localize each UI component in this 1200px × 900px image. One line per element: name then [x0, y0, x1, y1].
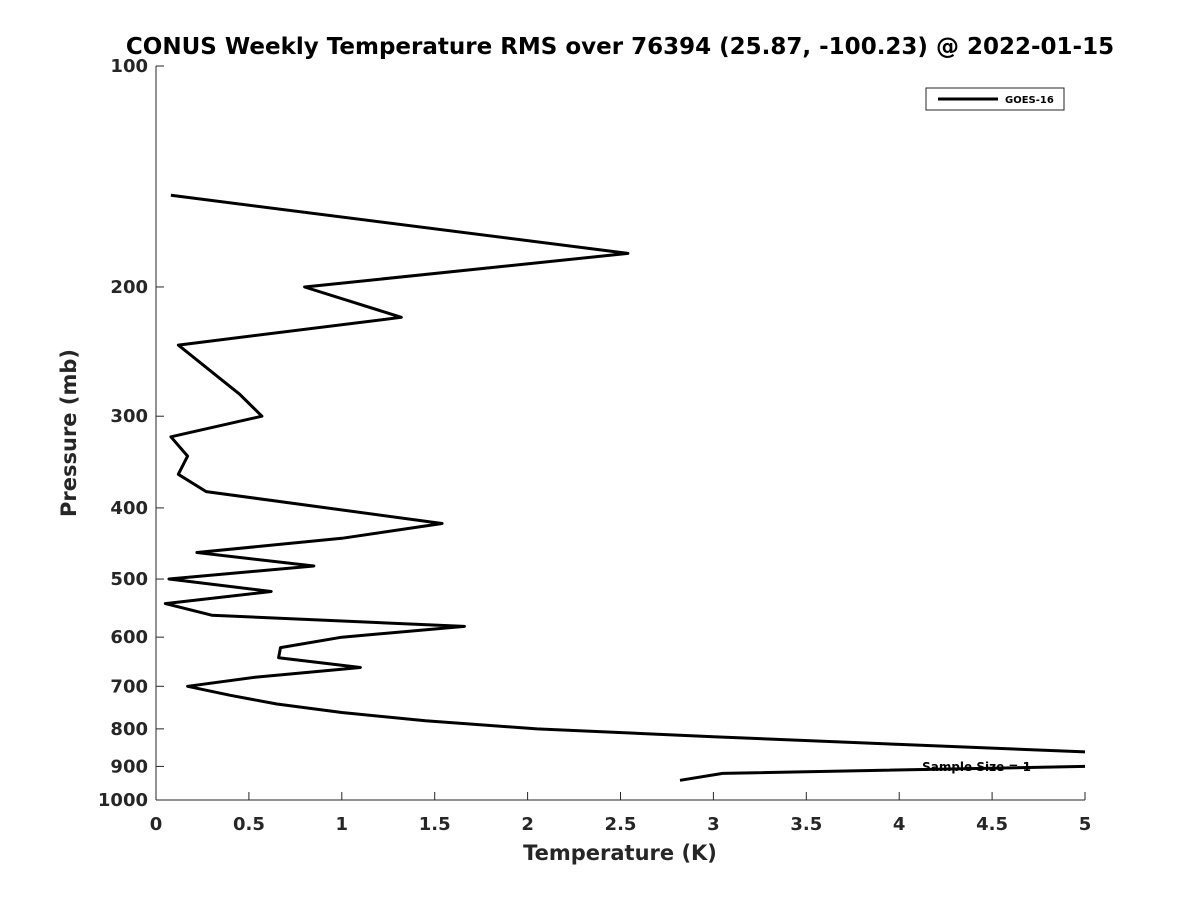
y-tick-label: 400	[110, 498, 148, 519]
x-tick-label: 2	[521, 814, 534, 835]
y-tick-label: 200	[110, 277, 148, 298]
y-tick-label: 1000	[98, 790, 148, 811]
x-tick-label: 1.5	[419, 814, 451, 835]
y-tick-label: 100	[110, 56, 148, 77]
plot-area: 0 0.5 1 1.5 2 2.5 3 3.5 4 4.5 5 100 200 300 400 500 600 7…	[98, 56, 1091, 835]
chart-title: CONUS Weekly Temperature RMS over 76394 …	[126, 34, 1114, 60]
x-tick-label: 5	[1079, 814, 1092, 835]
x-tick-label: 4.5	[976, 814, 1008, 835]
x-tick-label: 3.5	[790, 814, 822, 835]
x-tick-label: 0	[150, 814, 163, 835]
y-axis-label: Pressure (mb)	[57, 349, 81, 517]
x-tick-label: 0.5	[233, 814, 265, 835]
x-tick-label: 1	[336, 814, 349, 835]
series-line-goes-16	[163, 193, 1086, 754]
legend-label-goes-16: GOES-16	[1005, 95, 1054, 106]
y-tick-label: 700	[110, 676, 148, 697]
y-tick-label: 500	[110, 569, 148, 590]
y-tick-label: 900	[110, 756, 148, 777]
y-tick-label: 600	[110, 627, 148, 648]
y-tick-label: 800	[110, 719, 148, 740]
x-tick-label: 4	[893, 814, 906, 835]
series-line-segment	[679, 764, 1086, 782]
x-axis-label: Temperature (K)	[523, 841, 717, 865]
sample-size-annotation: Sample Size = 1	[922, 760, 1031, 774]
y-tick-label: 300	[110, 406, 148, 427]
x-tick-label: 2.5	[605, 814, 637, 835]
legend: GOES-16	[925, 87, 1065, 111]
x-tick-label: 3	[707, 814, 720, 835]
